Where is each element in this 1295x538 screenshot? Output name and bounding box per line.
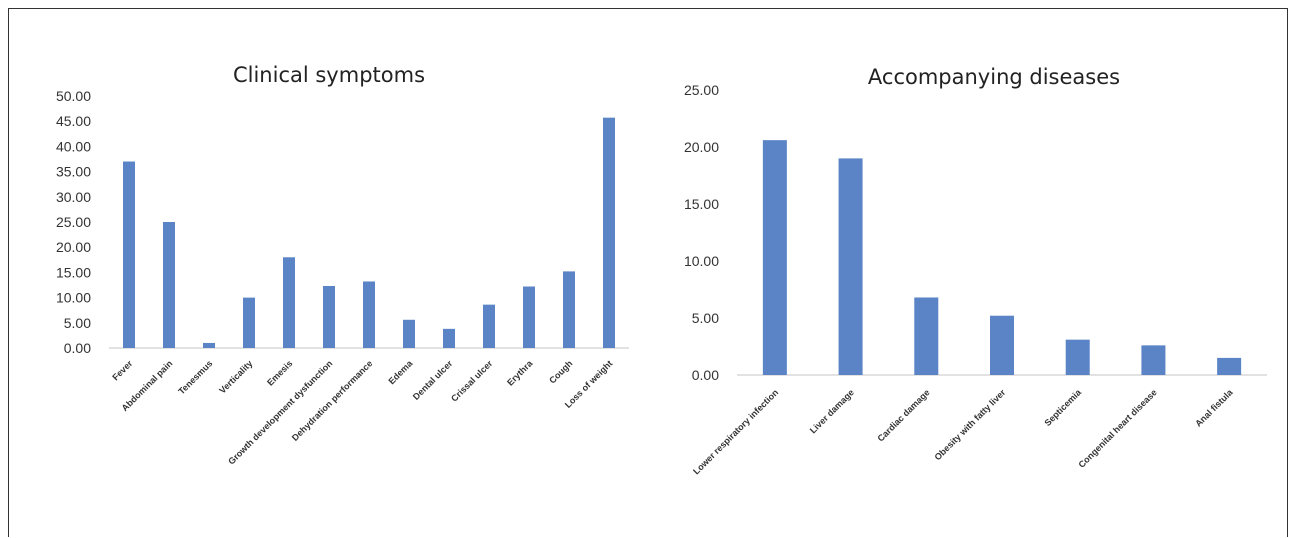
symptoms-bar <box>163 222 175 348</box>
symptoms-ytick-label: 30.00 <box>56 189 91 205</box>
diseases-ytick-label: 25.00 <box>684 82 719 98</box>
diseases-bar <box>1141 345 1166 375</box>
symptoms-ytick-label: 50.00 <box>56 88 91 104</box>
symptoms-ytick-label: 15.00 <box>56 264 91 280</box>
diseases-title: Accompanying diseases <box>868 65 1120 89</box>
diseases-category-label: Obesity with fatty liver <box>932 387 1007 462</box>
symptoms-category-label: Verticality <box>217 358 254 395</box>
diseases-bar <box>914 297 939 375</box>
symptoms-ytick-label: 10.00 <box>56 290 91 306</box>
diseases-category-label: Septicemia <box>1042 387 1083 428</box>
diseases-category-label: Lower respiratory infection <box>691 387 780 476</box>
figure-frame: Clinical symptoms 0.00 5.00 10.00 15.00 20.00… <box>8 8 1288 537</box>
symptoms-ytick-label: 45.00 <box>56 113 91 129</box>
symptoms-category-label: Edema <box>386 358 415 387</box>
symptoms-ytick-label: 25.00 <box>56 214 91 230</box>
diseases-chart: Accompanying diseases 0.00 5.00 10.00 15.00 2… <box>684 65 1267 476</box>
symptoms-ytick-label: 20.00 <box>56 239 91 255</box>
diseases-ytick-label: 0.00 <box>692 367 719 383</box>
diseases-ytick-label: 20.00 <box>684 139 719 155</box>
diseases-bar <box>1217 357 1242 375</box>
symptoms-chart: Clinical symptoms 0.00 5.00 10.00 15.00 20.00… <box>56 63 629 467</box>
diseases-ytick-label: 10.00 <box>684 253 719 269</box>
diseases-bar <box>990 315 1014 375</box>
symptoms-category-label: Dental ulcer <box>411 358 455 402</box>
symptoms-bar <box>123 161 135 348</box>
symptoms-bar <box>243 297 255 348</box>
symptoms-category-label: Emesis <box>265 358 294 387</box>
symptoms-bar <box>323 286 335 348</box>
symptoms-ytick-label: 0.00 <box>64 340 91 356</box>
symptoms-bar <box>603 117 615 348</box>
symptoms-bar <box>523 286 535 348</box>
symptoms-ytick-label: 5.00 <box>64 315 91 331</box>
symptoms-ytick-label: 35.00 <box>56 164 91 180</box>
diseases-ytick-label: 15.00 <box>684 196 719 212</box>
diseases-bar <box>1065 339 1090 375</box>
diseases-ytick-label: 5.00 <box>692 310 719 326</box>
diseases-category-label: Anal fistula <box>1193 387 1235 429</box>
diseases-bar <box>762 140 787 375</box>
diseases-category-label: Cardiac damage <box>875 387 931 443</box>
symptoms-category-label: Erythra <box>505 358 535 388</box>
symptoms-bar <box>403 319 415 348</box>
symptoms-category-label: Fever <box>110 358 134 382</box>
charts-canvas: Clinical symptoms 0.00 5.00 10.00 15.00 20.00… <box>56 63 1267 476</box>
symptoms-ytick-label: 40.00 <box>56 138 91 154</box>
diseases-category-label: Liver damage <box>808 387 856 435</box>
symptoms-bar <box>563 271 575 348</box>
symptoms-bar <box>203 342 215 348</box>
diseases-bar <box>838 158 863 375</box>
symptoms-bar <box>443 328 455 348</box>
symptoms-bar <box>483 304 495 348</box>
symptoms-category-label: Cough <box>547 358 574 385</box>
symptoms-category-label: Tenesmus <box>176 358 214 396</box>
symptoms-title: Clinical symptoms <box>233 63 425 87</box>
diseases-category-label: Congenital heart disease <box>1076 387 1158 469</box>
symptoms-bar <box>283 257 295 348</box>
symptoms-bar <box>363 281 375 348</box>
symptoms-category-label: Dehydration performance <box>290 358 375 443</box>
symptoms-category-label: Crissal ulcer <box>449 358 495 404</box>
